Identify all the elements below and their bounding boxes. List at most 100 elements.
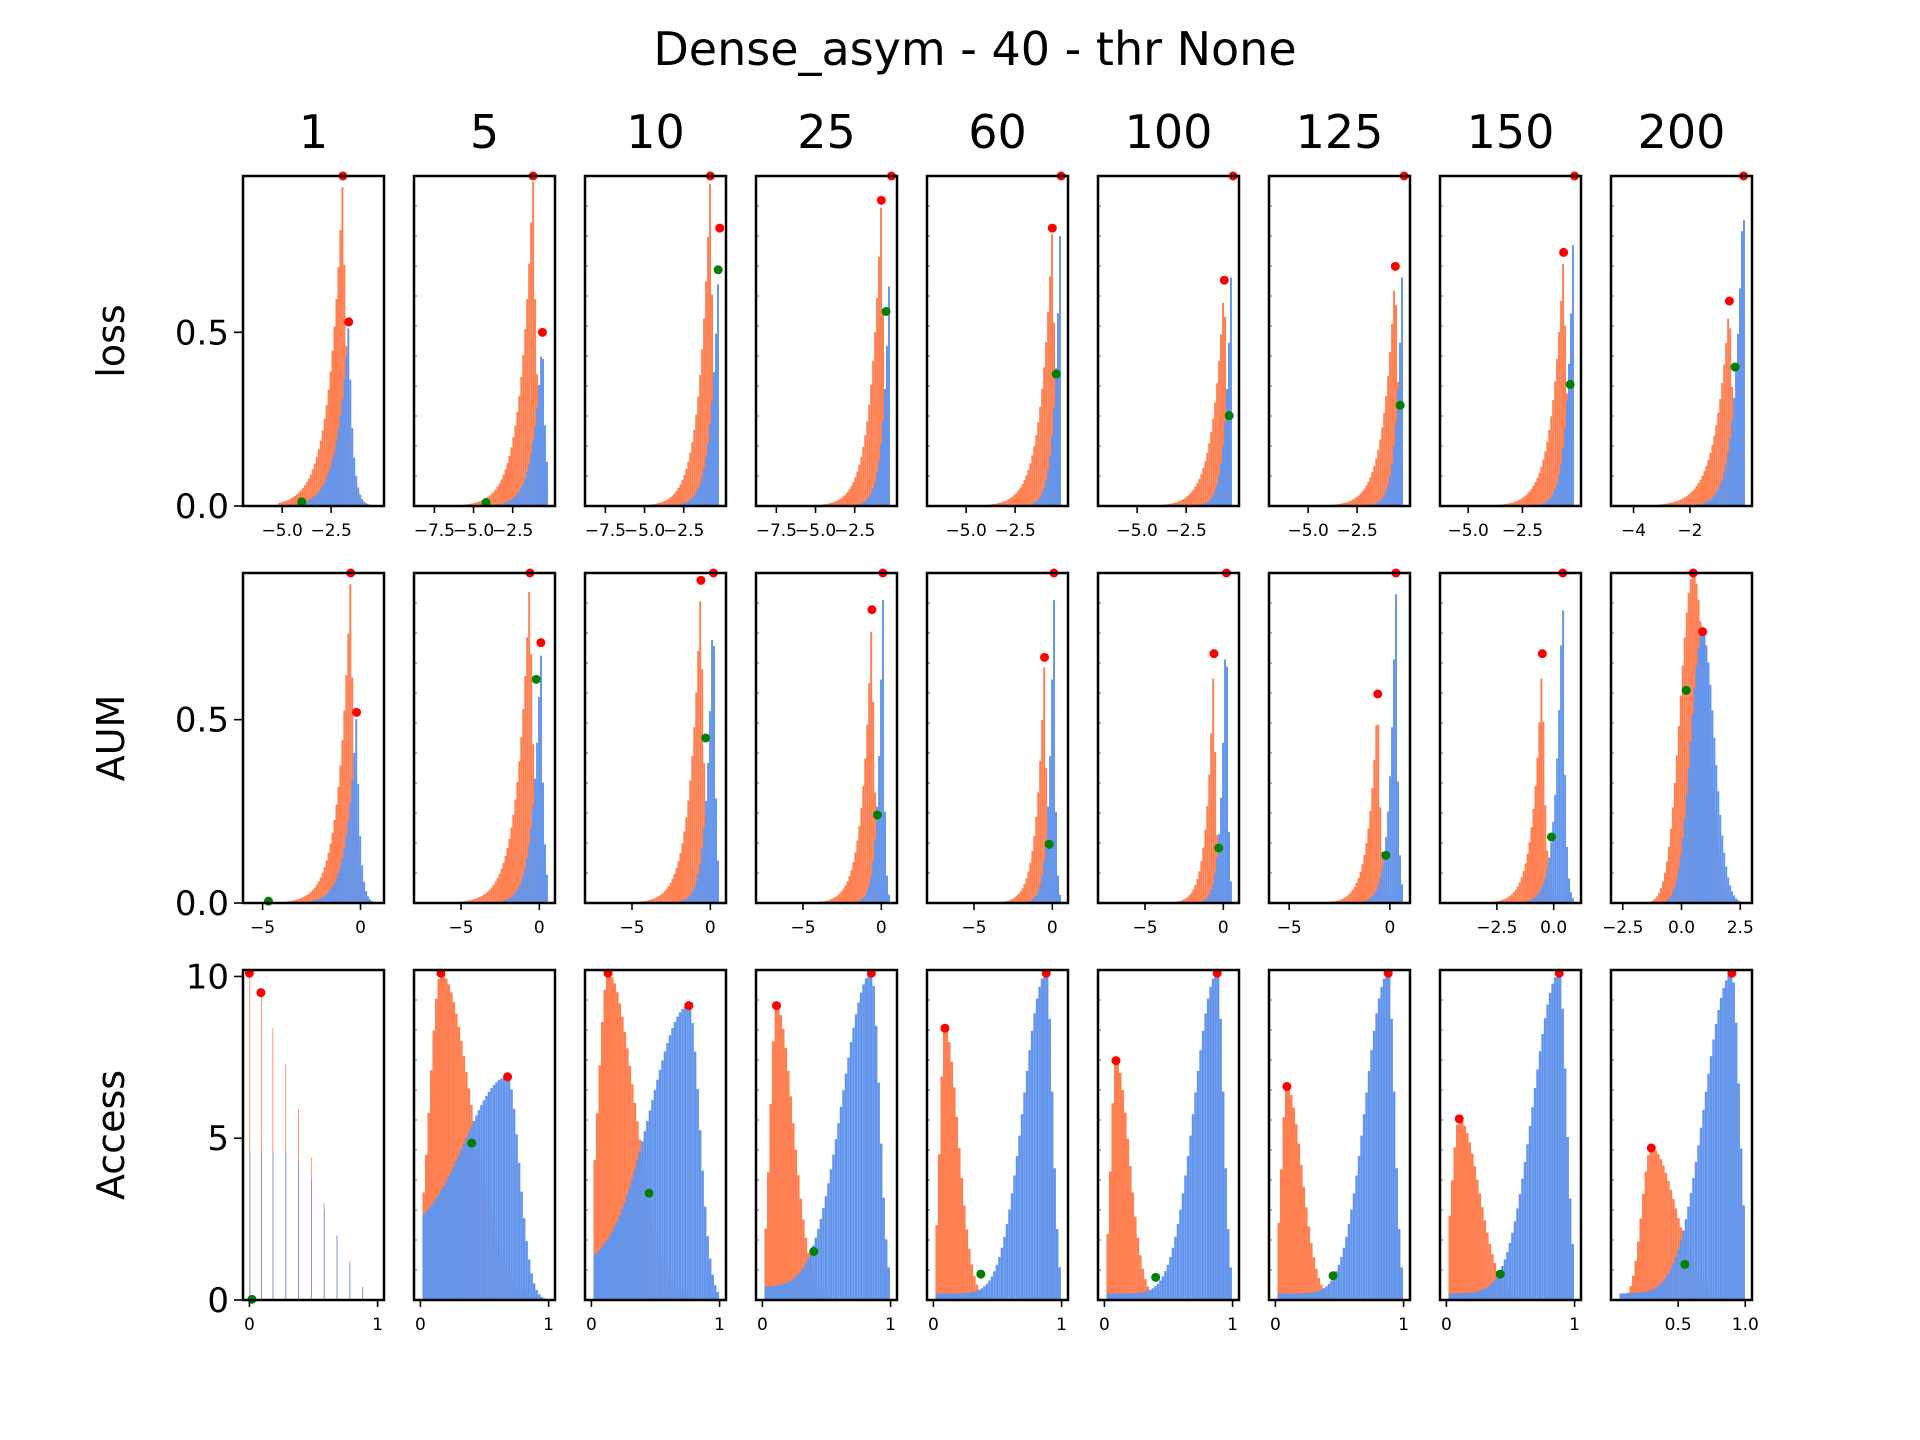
orange-bar xyxy=(1669,502,1672,506)
blue-bar xyxy=(1015,1156,1019,1300)
blue-bar xyxy=(1671,892,1674,903)
orange-bar xyxy=(1530,827,1533,903)
orange-bar xyxy=(1011,496,1014,506)
orange-bar xyxy=(1200,474,1203,506)
crossover-marker xyxy=(713,265,723,275)
blue-bar xyxy=(1189,1135,1192,1300)
orange-bar xyxy=(848,876,851,903)
blue-bar xyxy=(1667,898,1670,903)
peak-marker xyxy=(684,1001,694,1011)
blue-bar xyxy=(1131,1293,1135,1300)
orange-bar xyxy=(1491,1254,1494,1300)
orange-bar xyxy=(1691,490,1694,506)
blue-bar xyxy=(365,891,368,903)
blue-bar xyxy=(1387,976,1391,1300)
orange-bar xyxy=(970,1264,974,1300)
blue-bar xyxy=(1397,1229,1401,1300)
orange-bar xyxy=(1522,871,1525,903)
blue-bar xyxy=(1055,1229,1059,1300)
blue-bar xyxy=(1715,765,1718,903)
blue-bar xyxy=(505,1076,508,1300)
blue-bar xyxy=(1290,1293,1293,1300)
orange-bar xyxy=(1379,807,1382,903)
blue-bar xyxy=(1553,977,1557,1300)
orange-bar xyxy=(1662,1165,1665,1300)
panel-frame xyxy=(1096,571,1241,905)
orange-bar xyxy=(797,1175,800,1300)
blue-bar xyxy=(787,1282,790,1300)
blue-bar xyxy=(1218,833,1221,903)
orange-bar xyxy=(1500,900,1503,903)
blue-bar xyxy=(1367,1070,1371,1300)
x-tick-label: −7.5 xyxy=(414,521,455,541)
blue-bar xyxy=(510,1089,513,1300)
orange-bar xyxy=(1015,896,1018,903)
blue-bar xyxy=(701,1170,704,1300)
orange-bar xyxy=(1552,400,1555,506)
blue-bar xyxy=(837,1123,840,1300)
blue-bar xyxy=(309,498,312,506)
orange-bar xyxy=(691,756,694,903)
x-tick-label: −7.5 xyxy=(756,521,797,541)
blue-bar xyxy=(512,895,515,903)
blue-bar xyxy=(616,1221,619,1300)
orange-bar xyxy=(526,637,529,903)
blue-bar xyxy=(1488,1285,1492,1300)
blue-bar xyxy=(1657,1285,1660,1300)
blue-bar xyxy=(1701,503,1704,506)
x-tick-label: 0 xyxy=(586,1315,597,1335)
crossover-marker xyxy=(1044,839,1054,849)
blue-bar xyxy=(435,1198,438,1300)
blue-bar xyxy=(713,1285,717,1300)
orange-bar xyxy=(249,973,251,1300)
blue-bar xyxy=(1503,1259,1507,1300)
peak-marker xyxy=(1698,627,1708,637)
orange-bar xyxy=(1192,489,1195,506)
blue-bar xyxy=(261,1151,262,1300)
orange-bar xyxy=(999,502,1002,506)
blue-bar xyxy=(876,472,879,506)
orange-bar xyxy=(1013,897,1016,903)
blue-bar xyxy=(678,1012,682,1300)
blue-bar xyxy=(1369,898,1372,903)
blue-bar xyxy=(963,1293,966,1300)
orange-bar xyxy=(1279,1169,1283,1300)
blue-bar xyxy=(701,476,704,506)
blue-bar xyxy=(1552,822,1555,903)
blue-bar xyxy=(351,427,354,506)
orange-bar xyxy=(1011,898,1014,903)
orange-bar xyxy=(331,350,334,506)
blue-bar xyxy=(1692,1178,1695,1300)
panel-frame xyxy=(1267,174,1412,508)
x-tick-label: 0 xyxy=(928,1315,939,1335)
orange-bar xyxy=(502,862,505,903)
orange-bar xyxy=(1725,343,1728,506)
y-tick-label: 0.0 xyxy=(175,487,229,527)
orange-bar xyxy=(1363,488,1366,506)
crossover-marker xyxy=(1328,1271,1338,1281)
blue-bar xyxy=(886,875,888,903)
orange-bar xyxy=(663,891,666,903)
blue-bar xyxy=(1226,1229,1230,1300)
column-title: 10 xyxy=(626,105,685,159)
blue-bar xyxy=(1031,899,1034,903)
orange-bar xyxy=(1196,879,1199,903)
blue-bar xyxy=(361,865,364,903)
crossover-marker xyxy=(1681,685,1691,695)
blue-bar xyxy=(1028,1050,1031,1300)
orange-bar xyxy=(1715,425,1718,506)
blue-bar xyxy=(1563,1068,1567,1300)
orange-bar xyxy=(880,207,883,506)
blue-bar xyxy=(1719,814,1722,903)
orange-bar xyxy=(1526,853,1529,903)
x-tick-label: 0 xyxy=(1441,1315,1452,1335)
orange-bar xyxy=(1129,1165,1132,1300)
blue-bar xyxy=(515,1134,518,1300)
orange-bar xyxy=(1478,1193,1482,1300)
blue-bar xyxy=(1731,420,1734,506)
blue-bar xyxy=(1493,1279,1497,1300)
orange-bar xyxy=(840,891,843,903)
blue-bar xyxy=(1556,482,1559,506)
orange-bar xyxy=(864,758,867,903)
blue-bar xyxy=(353,457,356,506)
